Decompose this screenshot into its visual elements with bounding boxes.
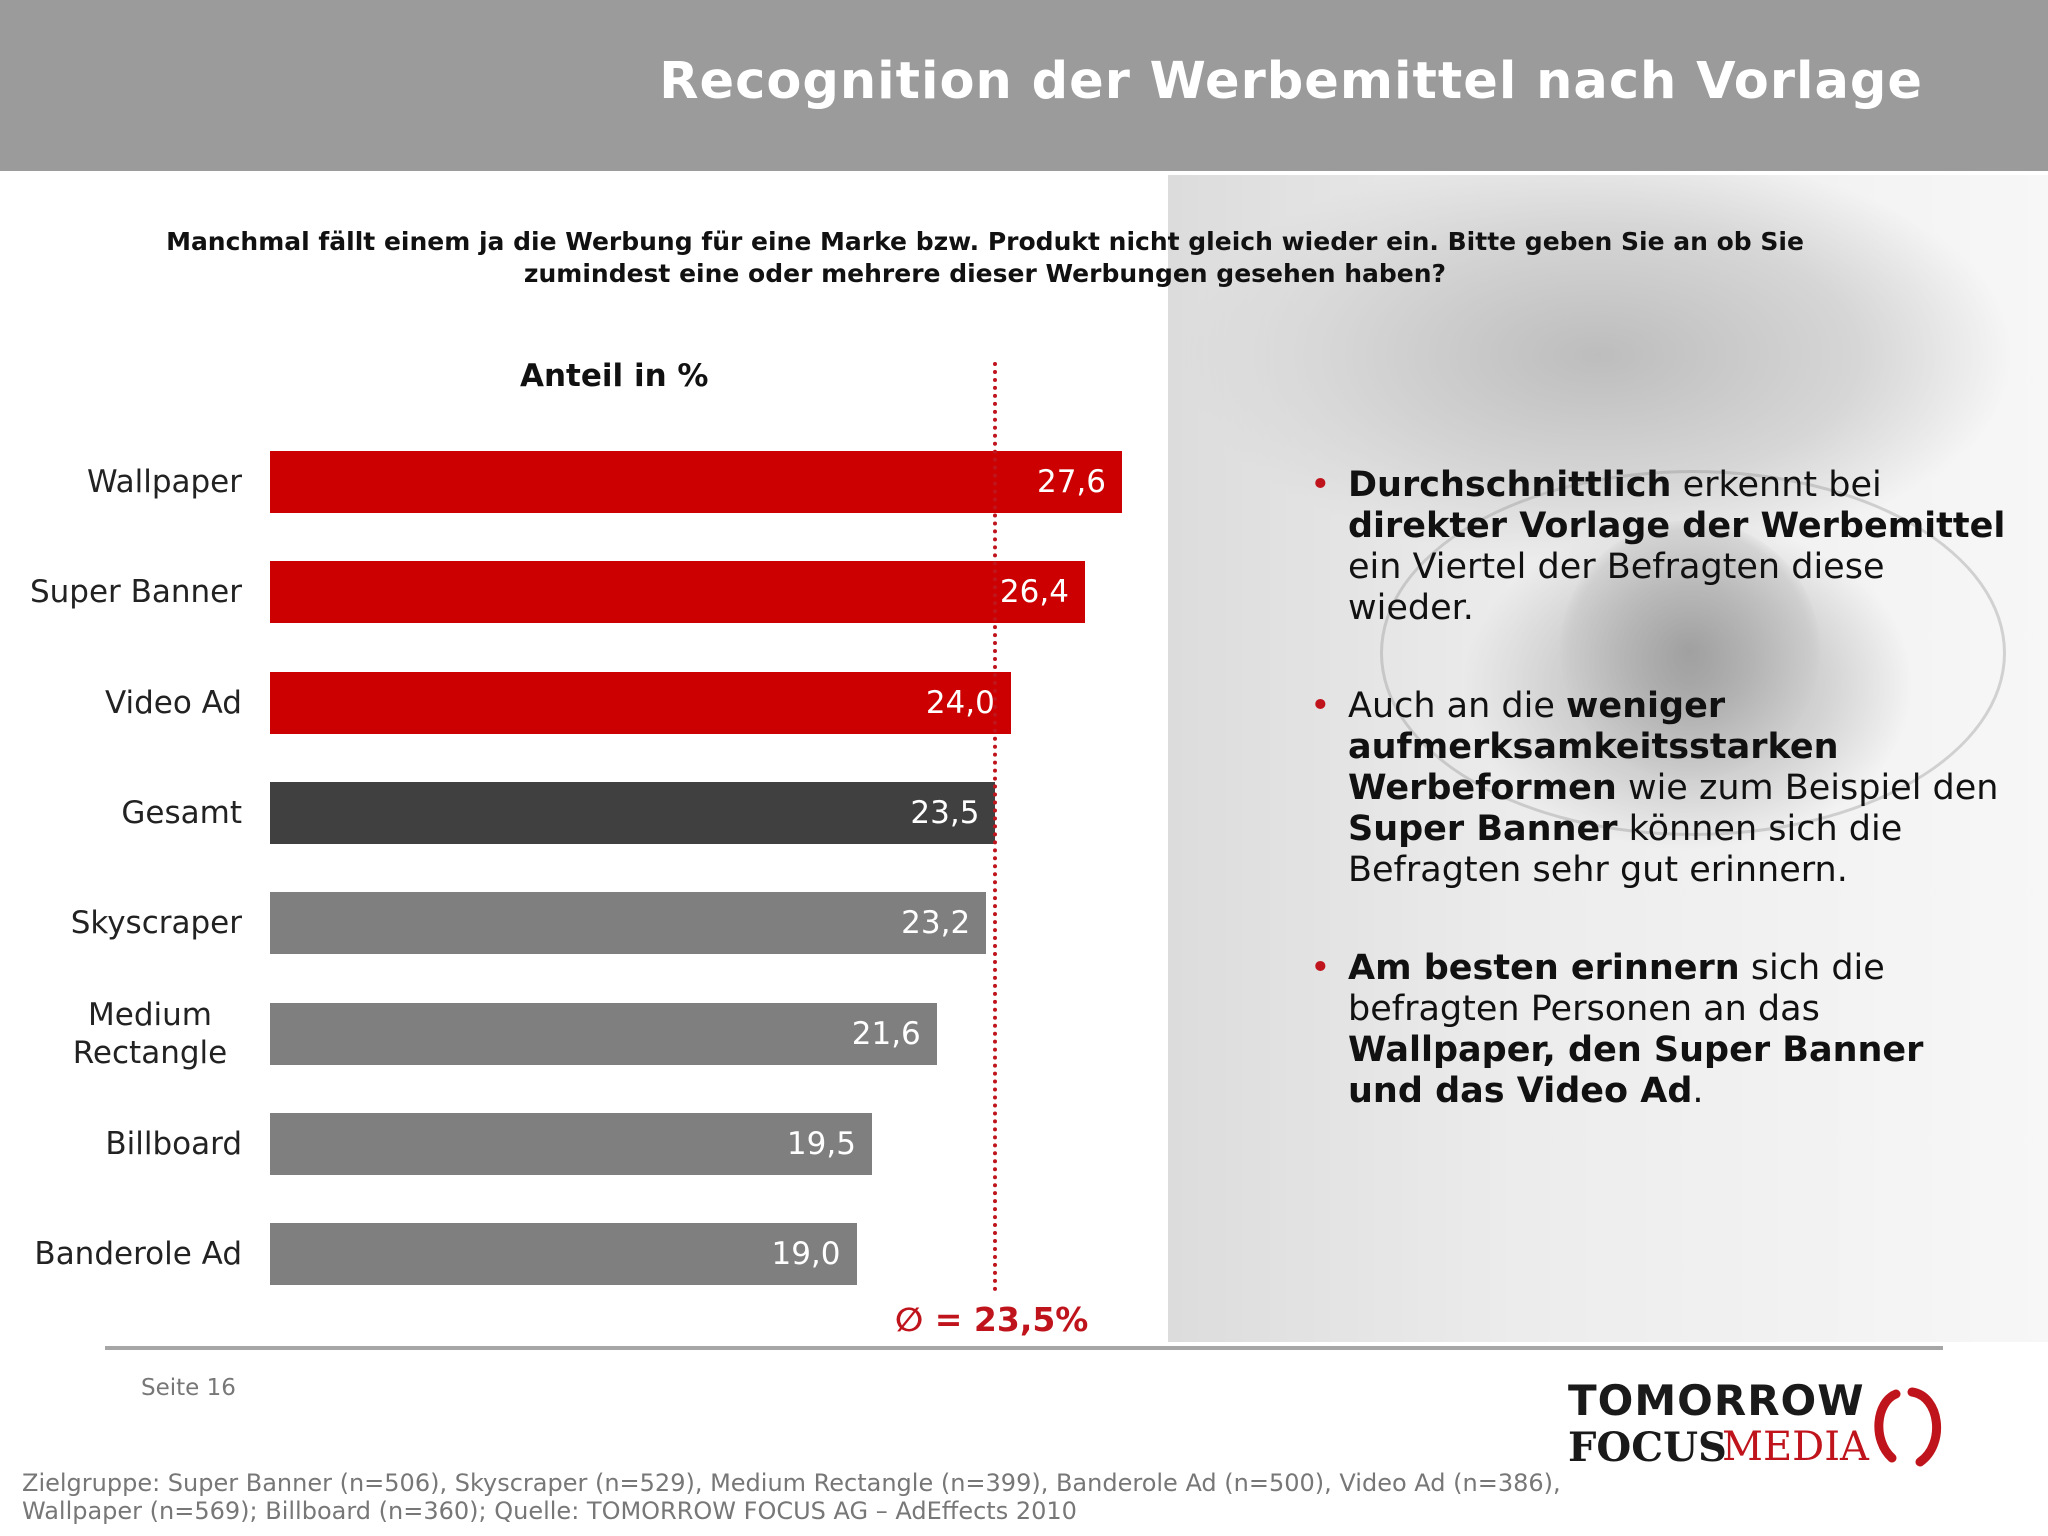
logo-text-tomorrow: TOMORROW [1568, 1376, 1865, 1425]
eye-iris [1560, 520, 1820, 780]
bullet-text-bold: Durchschnittlich [1348, 465, 1672, 505]
logo-ring-icon [1874, 1387, 1942, 1467]
bar-value-label: 19,5 [786, 1125, 856, 1162]
bar-value-label: 21,6 [851, 1015, 921, 1052]
bar: 23,5 [270, 781, 996, 844]
bullet-dot-icon: • [1310, 948, 1331, 988]
bullet-text: erkennt bei [1671, 465, 1882, 505]
bullet-text: wie zum Beispiel den [1616, 768, 1999, 808]
category-label: Billboard [105, 1125, 242, 1162]
bullet-text: Auch an die [1348, 686, 1567, 726]
company-logo: TOMORROW FOCUS MEDIA [1568, 1376, 1948, 1476]
category-label: Banderole Ad [34, 1236, 242, 1273]
source-footnote: Zielgruppe: Super Banner (n=506), Skyscr… [22, 1469, 1561, 1525]
bar: 23,2 [270, 892, 987, 955]
category-label: Skyscraper [70, 905, 242, 942]
average-label: ∅ = 23,5% [895, 1300, 1089, 1339]
bar: 19,0 [270, 1223, 857, 1286]
bar: 27,6 [270, 451, 1122, 513]
category-label: Medium Rectangle [72, 996, 228, 1071]
bar-value-label: 24,0 [925, 684, 995, 721]
category-label: Super Banner [29, 574, 242, 611]
category-label: Wallpaper [86, 464, 242, 500]
bar: 21,6 [270, 1002, 937, 1065]
bullet-item: • Auch an die weniger aufmerksamkeitsstar… [1308, 686, 2008, 891]
bar-value-label: 23,5 [910, 794, 980, 831]
bullet-text-bold: direkter Vorlage der Werbemittel [1348, 506, 2006, 546]
bullet-item: • Durchschnittlich erkennt bei direkter V… [1308, 465, 2008, 629]
bullet-dot-icon: • [1310, 686, 1331, 726]
page-title: Recognition der Werbemittel nach Vorlage [659, 52, 1923, 111]
key-findings-list: • Durchschnittlich erkennt bei direkter V… [1308, 465, 2008, 1169]
bullet-text-bold: Am besten erinnern [1348, 948, 1740, 988]
bar-value-label: 23,2 [901, 905, 971, 942]
eye-outline [1380, 470, 2006, 836]
average-label-background [868, 1295, 1118, 1351]
bullet-text: können sich die Befragten sehr gut erinn… [1348, 809, 1903, 890]
category-label: Gesamt [121, 794, 242, 831]
bullet-dot-icon: • [1310, 465, 1331, 505]
survey-question: Manchmal fällt einem ja die Werbung für … [166, 227, 1804, 288]
page-number: Seite 16 [141, 1375, 236, 1401]
bar-value-label: 19,0 [771, 1236, 841, 1273]
average-reference-line [993, 362, 998, 1292]
bar: 19,5 [270, 1112, 872, 1175]
bullet-text: ein Viertel der Befragten diese wieder. [1348, 547, 1885, 628]
bar-value-label: 26,4 [999, 574, 1069, 611]
chart-title: Anteil in % [520, 358, 709, 394]
bar: 24,0 [270, 671, 1011, 734]
bullet-text: sich die befragten Personen an das [1348, 948, 1885, 1029]
bullet-text-bold: Wallpaper, den Super Banner und das Vide… [1348, 1030, 1924, 1111]
logo-text-media: MEDIA [1722, 1424, 1869, 1470]
header-bar: Recognition der Werbemittel nach Vorlage [0, 0, 2048, 171]
bar: 26,4 [270, 561, 1085, 624]
bullet-text-bold: Super Banner [1348, 809, 1618, 849]
logo-text-focus: FOCUS [1568, 1424, 1727, 1471]
bar-value-label: 27,6 [1036, 464, 1106, 500]
bullet-text: . [1692, 1071, 1704, 1111]
footer-divider [105, 1346, 1943, 1350]
bullet-text-bold: weniger aufmerksamkeitsstarken Werbeform… [1348, 686, 1839, 808]
bullet-item: • Am besten erinnern sich die befragten P… [1308, 948, 2008, 1112]
category-label: Video Ad [104, 684, 242, 721]
